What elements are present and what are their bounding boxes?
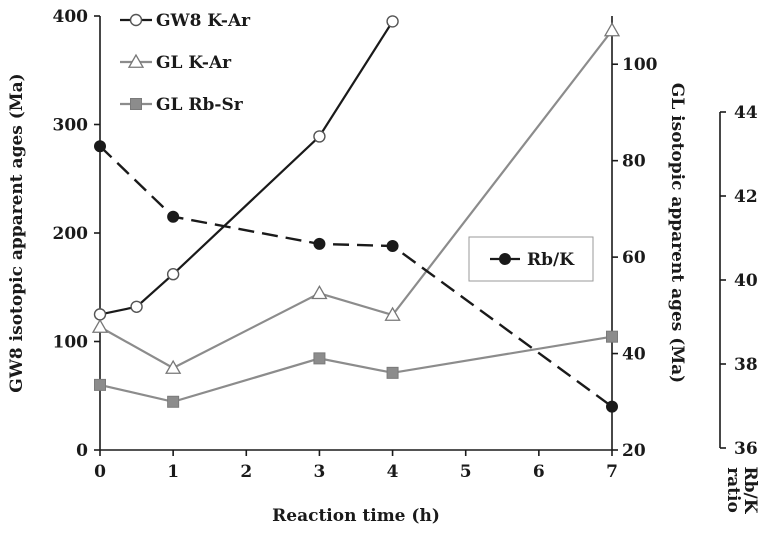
- third-axis-tick-label: 42: [734, 187, 758, 207]
- marker-triangle-open: [603, 22, 621, 37]
- marker-circle-open: [313, 130, 326, 143]
- marker-square-filled: [386, 366, 399, 379]
- marker-square-filled: [606, 330, 618, 343]
- left-axis-tick-label: 0: [76, 441, 88, 461]
- marker-square-filled: [130, 98, 142, 110]
- marker-square-filled: [167, 395, 180, 408]
- left-axis-tick-label: 300: [53, 116, 89, 136]
- third-axis-tick-label: 36: [734, 439, 758, 459]
- x-axis-tick-label: 7: [606, 462, 618, 482]
- right-axis-tick-label: 40: [622, 345, 646, 365]
- left-axis-tick-label: 100: [53, 333, 89, 353]
- legend-entry: GL Rb-Sr: [120, 95, 244, 115]
- marker-triangle-open: [127, 53, 145, 68]
- marker-circle-open: [93, 308, 107, 321]
- x-axis-tick-label: 3: [314, 462, 326, 482]
- marker-circle-filled: [167, 210, 180, 223]
- right-axis-tick-label: 80: [622, 152, 646, 172]
- marker-circle-open: [386, 15, 399, 28]
- series-gw8-k-ar: [93, 15, 399, 321]
- x-axis-tick-label: 5: [460, 462, 472, 482]
- marker-triangle-open: [165, 359, 182, 374]
- series-line: [99, 20, 394, 316]
- x-axis-tick-label: 6: [533, 462, 545, 482]
- x-axis-tick-label: 1: [167, 462, 179, 482]
- right-axis-tick-label: 100: [622, 55, 658, 75]
- third-axis-tick-label: 38: [734, 355, 758, 375]
- marker-circle-filled: [386, 240, 399, 253]
- marker-triangle-open: [384, 306, 401, 321]
- series-layer: [91, 15, 621, 413]
- right-axis-title: GL isotopic apparent ages (Ma): [667, 83, 687, 383]
- x-axis-tick-label: 4: [387, 462, 399, 482]
- marker-circle-open: [129, 13, 143, 27]
- legend-label: GW8 K-Ar: [156, 11, 251, 31]
- series-line: [99, 29, 613, 370]
- legend-entry: GW8 K-Ar: [120, 11, 251, 31]
- marker-circle-filled: [606, 400, 618, 413]
- marker-circle-open: [166, 268, 180, 281]
- legend-label: Rb/K: [527, 250, 575, 270]
- x-axis-title: Reaction time (h): [272, 506, 440, 526]
- marker-square-filled: [94, 378, 106, 391]
- right-axis-tick-label: 60: [622, 248, 646, 268]
- marker-square-filled: [313, 352, 326, 365]
- third-axis-title-part: Rb/K: [740, 467, 760, 515]
- legend-box-frame: [468, 236, 594, 282]
- marker-circle-filled: [94, 140, 106, 153]
- axes-layer: 0 100 200 300 400 0 1 2 3 4 5 6 720 40 60 80 100 36 38 40 42…: [7, 7, 760, 526]
- left-axis-title: GW8 isotopic apparent ages (Ma): [7, 73, 27, 392]
- series-rb-k: [94, 140, 618, 413]
- x-axis-tick-label: 2: [240, 462, 252, 482]
- third-axis-tick-label: 40: [734, 271, 758, 291]
- third-axis-title-part: ratio: [723, 467, 743, 513]
- legend-label: GL Rb-Sr: [156, 95, 244, 115]
- marker-circle-open: [130, 300, 143, 313]
- legend-box: Rb/K: [468, 236, 594, 282]
- marker-triangle-open: [91, 318, 109, 333]
- right-axis-tick-label: 20: [622, 441, 646, 461]
- left-axis-tick-label: 400: [53, 7, 89, 27]
- marker-triangle-open: [311, 284, 328, 300]
- legend-layer: GW8 K-Ar GL K-Ar GL Rb-Sr Rb/K: [120, 11, 594, 282]
- third-axis-tick-label: 44: [734, 103, 758, 123]
- left-axis-tick-label: 200: [53, 224, 89, 244]
- x-axis-tick-label: 0: [94, 462, 106, 482]
- series-gl-rb-sr: [94, 330, 618, 408]
- marker-circle-filled: [499, 253, 511, 265]
- marker-circle-filled: [313, 237, 326, 250]
- legend-entry: GL K-Ar: [120, 53, 232, 73]
- legend-label: GL K-Ar: [156, 53, 232, 73]
- series-gl-k-ar: [91, 22, 621, 374]
